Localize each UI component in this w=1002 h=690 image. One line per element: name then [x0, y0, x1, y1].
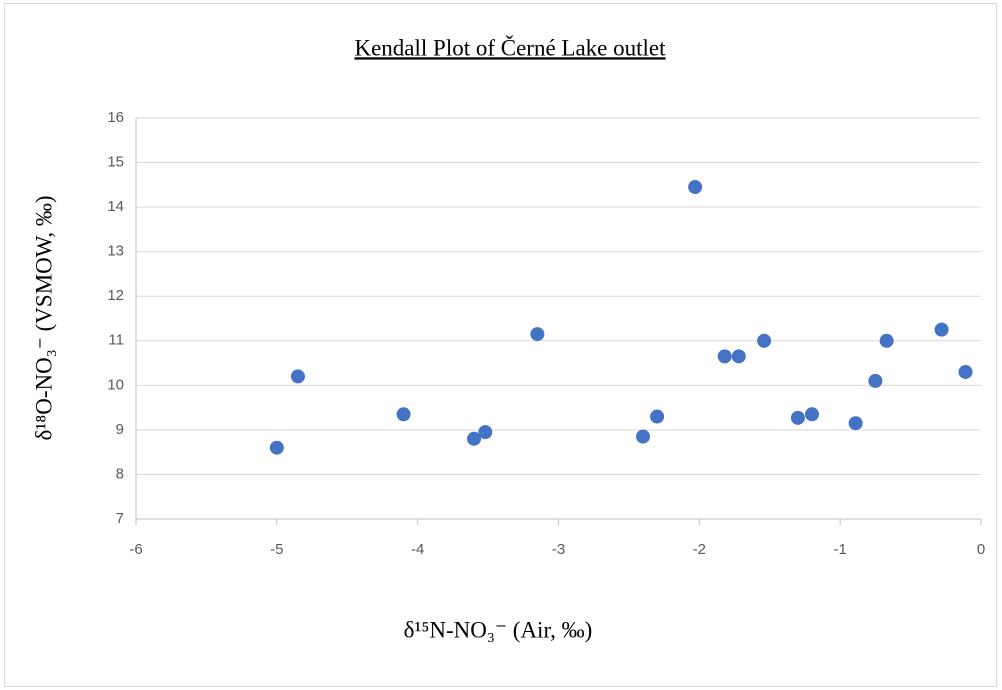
y-tick-label: 16 — [107, 109, 124, 126]
y-tick-label: 11 — [108, 332, 124, 349]
chart-border — [4, 3, 997, 687]
y-tick-label: 8 — [116, 465, 124, 482]
x-tick-label: -6 — [129, 541, 142, 558]
point — [958, 364, 973, 379]
point — [790, 410, 805, 425]
x-axis-label: δ¹⁵N-NO₃⁻ (Air, ‰) — [404, 617, 593, 642]
point — [688, 180, 703, 195]
y-tick-label: 10 — [107, 376, 124, 393]
x-tick-label: 0 — [977, 541, 985, 558]
x-tick-label: -5 — [270, 541, 283, 558]
chart-title: Kendall Plot of Černé Lake outlet — [354, 34, 666, 60]
point — [290, 369, 305, 384]
point — [269, 440, 284, 455]
point — [467, 431, 481, 446]
point — [396, 407, 411, 422]
x-tick-label: -3 — [552, 541, 565, 558]
point — [717, 349, 732, 364]
point — [636, 429, 650, 444]
point — [805, 407, 819, 422]
y-tick-label: 14 — [107, 198, 124, 215]
point — [757, 333, 772, 348]
y-tick-label: 13 — [107, 243, 124, 260]
x-tick-label: -4 — [411, 541, 424, 558]
y-tick-label: 15 — [107, 154, 124, 171]
point — [478, 425, 493, 440]
point — [650, 409, 665, 424]
y-axis-label: δ¹⁸O-NO₃⁻ (VSMOW, ‰) — [31, 195, 56, 440]
y-tick-label: 9 — [116, 421, 124, 438]
point — [731, 349, 746, 364]
x-tick-label: -1 — [833, 541, 846, 558]
y-tick-label: 7 — [116, 510, 124, 527]
y-tick-label: 12 — [107, 287, 124, 304]
point — [530, 327, 545, 342]
point — [879, 333, 894, 348]
point — [848, 416, 863, 431]
x-tick-label: -2 — [693, 541, 706, 558]
point — [868, 373, 883, 388]
point — [934, 322, 949, 337]
